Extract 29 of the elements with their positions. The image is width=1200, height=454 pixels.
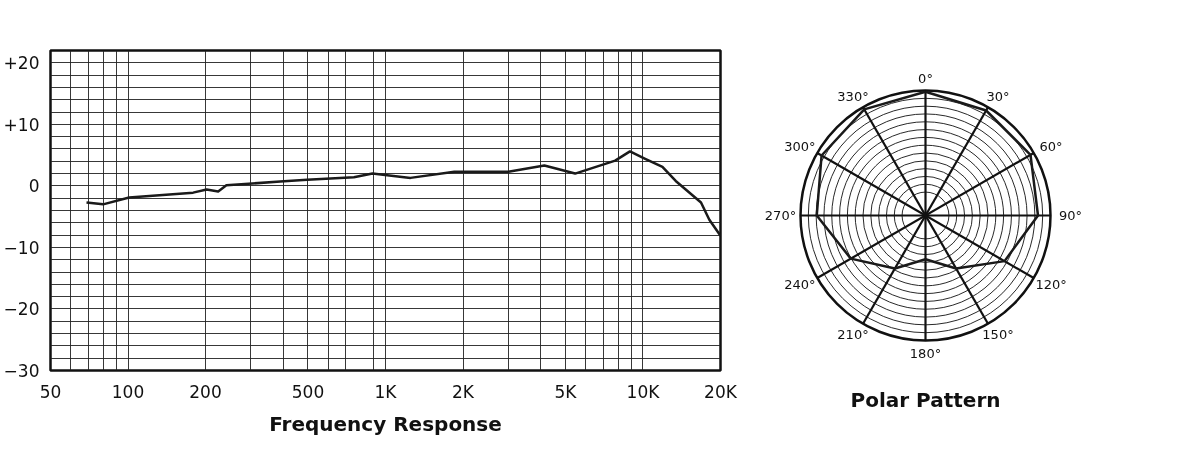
spoke-label: 300° [784,139,816,155]
x-tick-label: 50 [39,381,62,402]
x-tick-label: 500 [291,381,325,402]
x-tick-label: 5K [554,381,578,402]
x-tick-label: 2K [452,381,475,402]
text: Polar Pattern [850,387,1001,412]
spoke-label: 120° [1035,276,1067,292]
spoke-label: 270° [764,208,797,223]
x-tick-label: 200 [189,381,222,402]
spoke-label: 30° [986,88,1010,104]
x-tick-label: 100 [111,381,145,402]
spoke-label: 240° [784,276,816,292]
spoke-label: 60° [1039,139,1063,155]
y-tick-label: −20 [3,299,40,320]
x-tick-label: 1K [374,381,398,402]
y-tick-label: 0 [28,176,40,197]
x-tick-label: 20K [704,381,738,402]
y-tick-label: +20 [3,53,40,74]
y-tick-label: +10 [3,114,40,135]
x-tick-label: 10K [626,381,661,402]
spoke-label: 180° [909,345,942,361]
spoke-label: 0° [918,70,933,86]
spoke-label: 150° [982,327,1014,343]
text: Frequency Response [269,411,502,436]
spoke-label: 210° [837,327,869,343]
y-tick-label: −10 [3,237,40,258]
spoke-label: 90° [1058,208,1083,223]
y-tick-label: −30 [3,361,40,381]
spoke-label: 330° [837,88,869,104]
